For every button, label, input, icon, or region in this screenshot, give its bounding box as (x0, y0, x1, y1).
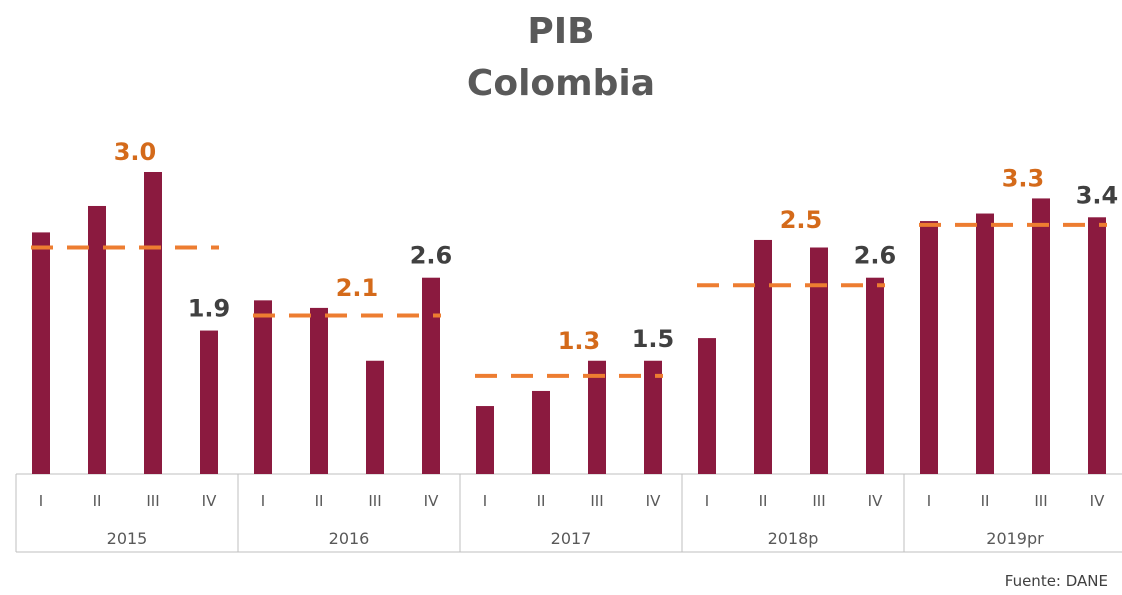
bar-2019pr-III (1032, 198, 1050, 475)
bar-2018p-III (810, 247, 828, 474)
chart-title-line-2: Colombia (466, 63, 656, 104)
quarter-label: I (261, 492, 265, 510)
quarter-label: I (39, 492, 43, 510)
average-label-2018p: 2.5 (780, 206, 823, 234)
year-label: 2018p (768, 529, 819, 548)
bar-2017-II (532, 390, 550, 474)
average-label-2016: 2.1 (336, 274, 379, 302)
bar-2019pr-II (976, 213, 994, 474)
bar-2017-I (476, 406, 494, 474)
bar-2018p-II (754, 239, 772, 474)
bar-2017-IV (644, 360, 662, 474)
quarter-label: II (759, 492, 768, 510)
quarter-label: IV (202, 492, 217, 510)
quarter-label: II (315, 492, 324, 510)
quarter-label: IV (1090, 492, 1105, 510)
bar-2017-III (588, 360, 606, 474)
quarter-label: III (368, 492, 381, 510)
bar-2018p-IV (866, 277, 884, 474)
bar-2016-II (310, 307, 328, 474)
chart-title-line-1: PIB (527, 11, 595, 52)
quarter-label: III (1034, 492, 1047, 510)
quarter-label: III (812, 492, 825, 510)
quarter-label: I (483, 492, 487, 510)
bar-2016-III (366, 360, 384, 474)
quarter-label: IV (868, 492, 883, 510)
year-label: 2015 (107, 529, 148, 548)
quarter-label: I (705, 492, 709, 510)
bar-2015-IV (200, 330, 218, 474)
quarter-label: II (981, 492, 990, 510)
bar-2015-III (144, 172, 162, 474)
average-label-2019pr: 3.3 (1002, 164, 1045, 192)
bar-2018p-I (698, 338, 716, 474)
quarter-label: III (146, 492, 159, 510)
quarter-label: I (927, 492, 931, 510)
quarter-label: II (537, 492, 546, 510)
bar-2016-IV (422, 277, 440, 474)
year-label: 2016 (329, 529, 370, 548)
value-label: 1.9 (188, 295, 231, 323)
source-note: Fuente: DANE (1004, 572, 1108, 590)
value-label: 2.6 (410, 242, 453, 270)
bar-2015-I (32, 232, 50, 474)
quarter-label: III (590, 492, 603, 510)
bar-2019pr-I (920, 221, 938, 474)
bar-2016-I (254, 300, 272, 474)
year-label: 2017 (551, 529, 592, 548)
quarter-label: IV (646, 492, 661, 510)
average-label-2015: 3.0 (114, 138, 157, 166)
quarter-label: II (93, 492, 102, 510)
value-label: 3.4 (1076, 181, 1119, 209)
quarter-label: IV (424, 492, 439, 510)
average-label-2017: 1.3 (558, 327, 601, 355)
value-label: 1.5 (632, 325, 675, 353)
bar-2015-II (88, 205, 106, 474)
value-label: 2.6 (854, 242, 897, 270)
year-label: 2019pr (986, 529, 1044, 548)
bar-2019pr-IV (1088, 217, 1106, 475)
